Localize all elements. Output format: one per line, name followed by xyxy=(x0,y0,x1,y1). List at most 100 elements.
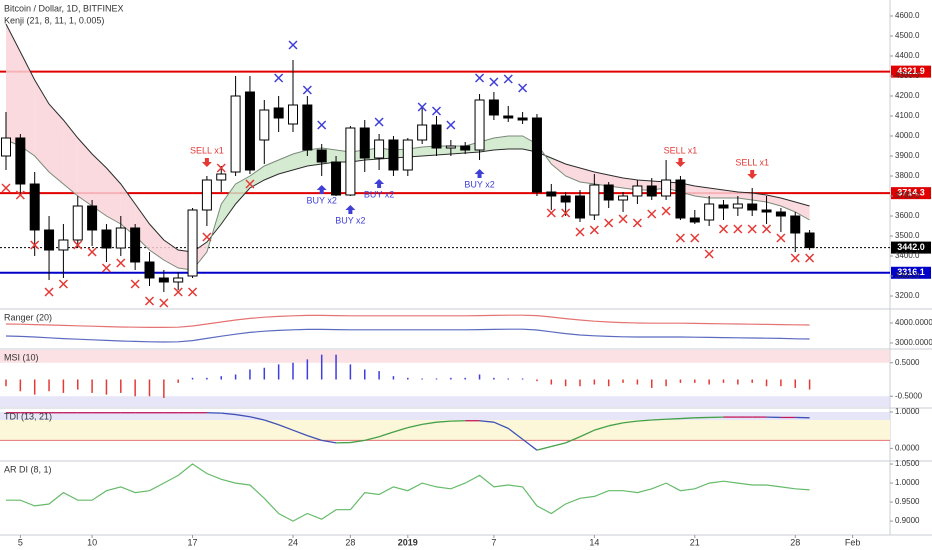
kenji-cloud xyxy=(694,186,710,198)
kenji-cloud xyxy=(34,80,49,172)
candle-body xyxy=(560,195,571,203)
indicator-segment xyxy=(378,431,394,438)
indicator-segment xyxy=(594,425,609,431)
buy-label: BUY x2 xyxy=(464,179,494,189)
y-tick-label: 3300.0 xyxy=(895,271,920,280)
candle-body xyxy=(460,145,471,151)
indicator-segment xyxy=(579,429,595,438)
buy-arrow xyxy=(474,169,485,178)
candle-body xyxy=(646,185,657,197)
candle-body xyxy=(288,104,298,125)
histogram-bar xyxy=(335,354,337,380)
indicator-segment xyxy=(350,439,365,444)
x-tick-label: 2019 xyxy=(398,537,418,547)
kenji-cloud xyxy=(221,184,236,224)
histogram-bar xyxy=(679,379,682,383)
y-tick-label: 0.0000 xyxy=(895,443,920,452)
price-level-label: 3442.0 xyxy=(897,242,925,252)
cross-marker xyxy=(116,258,126,268)
histogram-bar xyxy=(206,377,208,380)
cross-marker xyxy=(675,233,685,243)
sell-label: SELL x1 xyxy=(735,157,769,167)
histogram-bar xyxy=(105,379,108,395)
cross-marker xyxy=(503,74,513,84)
cross-marker xyxy=(317,120,327,130)
candle-body xyxy=(331,161,342,196)
histogram-bar xyxy=(780,379,782,387)
candle-body xyxy=(187,209,198,277)
indicator-segment xyxy=(651,418,667,421)
histogram-bar xyxy=(120,379,122,393)
histogram-bar xyxy=(421,378,423,380)
candle-body xyxy=(488,99,499,116)
kenji-cloud xyxy=(106,168,121,224)
kenji-cloud xyxy=(752,193,767,202)
y-tick-label: 4400.0 xyxy=(895,51,920,60)
x-tick-label: 5 xyxy=(18,537,23,547)
cross-marker xyxy=(159,298,169,308)
kenji-cloud xyxy=(493,136,509,150)
x-tick-label: 17 xyxy=(188,537,198,547)
candle-body xyxy=(804,232,815,249)
cross-marker xyxy=(101,263,111,273)
candle-body xyxy=(388,139,399,171)
x-tick-label: 14 xyxy=(589,537,599,547)
cross-marker xyxy=(44,287,54,297)
indicator-segment xyxy=(249,416,265,421)
cross-marker xyxy=(30,240,40,250)
price-level-label: 3714.3 xyxy=(897,188,925,198)
indicator-segment xyxy=(608,422,624,427)
histogram-bar xyxy=(19,379,22,392)
histogram-bar xyxy=(177,379,179,383)
cross-marker xyxy=(575,227,585,237)
histogram-bar xyxy=(91,379,93,393)
candle-body xyxy=(546,191,557,197)
candle-body xyxy=(173,277,184,283)
histogram-bar xyxy=(320,354,323,380)
y-tick-label: 0.5000 xyxy=(895,358,920,367)
candle-body xyxy=(503,115,514,119)
band xyxy=(0,412,890,420)
band xyxy=(0,396,890,407)
cross-marker xyxy=(417,102,427,112)
candle-body xyxy=(531,117,542,193)
sell-arrow xyxy=(201,158,212,167)
histogram-bar xyxy=(435,378,438,380)
histogram-bar xyxy=(364,369,366,380)
cross-marker xyxy=(130,279,140,289)
sell-label: SELL x1 xyxy=(190,145,224,155)
buy-label: BUY x2 xyxy=(335,215,365,225)
kenji-cloud xyxy=(235,176,250,204)
x-tick-label: Feb xyxy=(845,537,861,547)
cross-marker xyxy=(15,190,25,200)
cross-marker xyxy=(274,73,284,83)
kenji-cloud xyxy=(795,202,810,220)
histogram-bar xyxy=(622,379,624,383)
histogram-bar xyxy=(665,379,667,387)
kenji-cloud xyxy=(20,52,35,156)
x-tick-label: 28 xyxy=(345,537,355,547)
indicator-segment xyxy=(278,424,294,431)
histogram-bar xyxy=(392,376,395,380)
indicator-segment xyxy=(551,442,566,448)
histogram-bar xyxy=(263,367,266,380)
y-tick-label: 4100.0 xyxy=(895,111,920,120)
candle-body xyxy=(603,184,614,201)
kenji-cloud xyxy=(77,138,93,206)
price-level-label: 3316.1 xyxy=(897,267,925,277)
y-tick-label: 4000.0000 xyxy=(895,318,932,327)
histogram-bar xyxy=(464,377,466,380)
y-tick-label: 4500.0 xyxy=(895,31,920,40)
indicator-segment xyxy=(522,438,538,451)
candle-body xyxy=(675,179,686,219)
histogram-bar xyxy=(249,369,251,380)
cross-marker xyxy=(632,218,642,228)
histogram-bar xyxy=(407,377,409,380)
cross-marker xyxy=(87,247,97,257)
sell-label: SELL x1 xyxy=(664,145,698,155)
indicator-segment xyxy=(479,420,494,423)
candle-body xyxy=(661,179,672,197)
candle-body xyxy=(259,109,270,141)
histogram-bar xyxy=(564,379,567,387)
